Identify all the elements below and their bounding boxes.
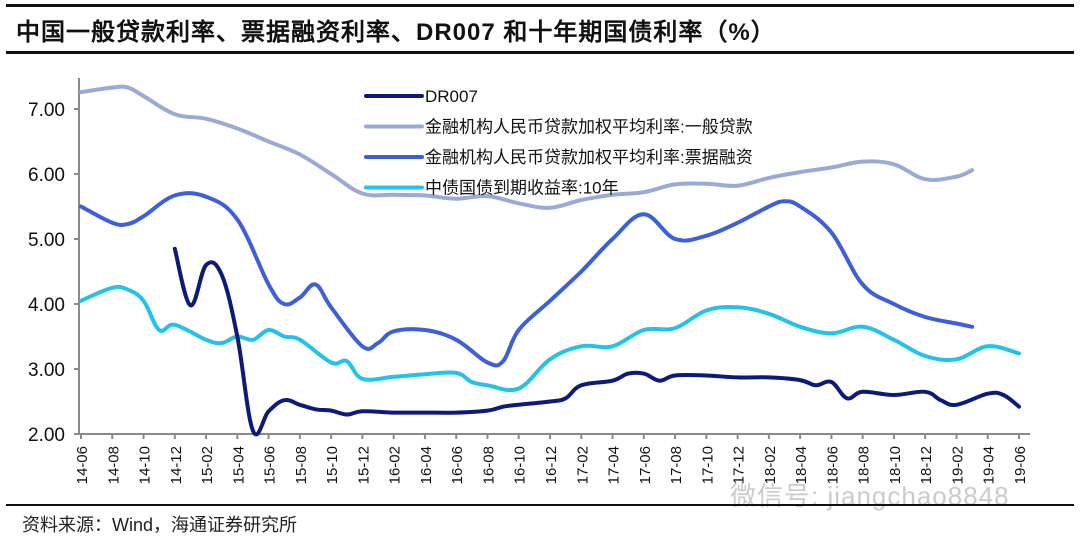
x-tick-label: 17-02 <box>574 446 591 484</box>
x-tick-label: 15-08 <box>293 446 310 484</box>
x-tick-label: 18-08 <box>856 446 873 484</box>
series-layer <box>79 84 1021 437</box>
x-tick-label: 19-02 <box>949 446 966 484</box>
series-line-cgb-10y-yield <box>79 284 1021 393</box>
series-line-general-loan-rate <box>79 84 975 210</box>
x-tick-label: 14-10 <box>137 446 154 484</box>
y-tick-label: 5.00 <box>28 230 65 251</box>
series-line-dr007 <box>172 246 1021 437</box>
x-tick-label: 18-06 <box>824 446 841 484</box>
x-tick-label: 17-06 <box>637 446 654 484</box>
x-axis: 14-06 14-08 14-10 14-12 15-02 15-04 15-06 15-08… <box>74 433 1030 484</box>
title-rule <box>6 51 1074 54</box>
x-tick-label: 17-04 <box>606 446 623 484</box>
x-tick-label: 16-04 <box>418 446 435 484</box>
x-tick-label: 17-10 <box>699 446 716 484</box>
x-tick-label: 14-08 <box>105 446 122 484</box>
legend-label-cgb-10y-yield: 中债国债到期收益率:10年 <box>425 179 619 198</box>
x-tick-label: 18-10 <box>887 446 904 484</box>
y-tick-label: 7.00 <box>28 100 65 121</box>
x-tick-label: 15-04 <box>230 446 247 484</box>
x-tick-label: 14-06 <box>74 446 91 484</box>
chart-title: 中国一般贷款利率、票据融资利率、DR007 和十年期国债利率（%） <box>16 19 776 46</box>
x-tick-label: 16-12 <box>543 446 560 484</box>
legend-label-general-loan-rate: 金融机构人民币贷款加权平均利率:一般贷款 <box>425 118 753 137</box>
y-axis: 2.00 3.00 4.00 5.00 6.00 7.00 <box>28 78 80 446</box>
x-tick-label: 17-12 <box>731 446 748 484</box>
x-tick-label: 17-08 <box>668 446 685 484</box>
x-tick-label: 15-06 <box>262 446 279 484</box>
x-tick-label: 16-02 <box>387 446 404 484</box>
x-tick-label: 14-12 <box>168 446 185 484</box>
y-tick-label: 2.00 <box>28 425 65 446</box>
x-tick-label: 18-12 <box>918 446 935 484</box>
x-tick-label: 15-02 <box>199 446 216 484</box>
x-tick-label: 15-12 <box>355 446 372 484</box>
legend-label-bill-financing-rate: 金融机构人民币贷款加权平均利率:票据融资 <box>425 148 753 167</box>
x-tick-label: 16-06 <box>449 446 466 484</box>
x-tick-label: 15-10 <box>324 446 341 484</box>
y-tick-label: 6.00 <box>28 165 65 186</box>
legend-label-dr007: DR007 <box>425 87 478 106</box>
x-tick-label: 19-06 <box>1012 446 1029 484</box>
x-tick-label: 16-10 <box>512 446 529 484</box>
series-line-bill-financing-rate <box>79 191 975 368</box>
x-tick-label: 19-04 <box>981 446 998 484</box>
watermark: 微信号: jiangchao8848 <box>730 481 1010 511</box>
y-tick-label: 4.00 <box>28 295 65 316</box>
bottom-rule <box>6 504 1074 506</box>
source-note: 资料来源：Wind，海通证券研究所 <box>22 515 298 535</box>
x-tick-label: 18-04 <box>793 446 810 484</box>
x-tick-label: 16-08 <box>480 446 497 484</box>
x-tick-label: 18-02 <box>762 446 779 484</box>
legend: DR007 金融机构人民币贷款加权平均利率:一般贷款金融机构人民币贷款加权平均利率… <box>364 87 753 198</box>
top-rule <box>6 4 1074 7</box>
y-tick-label: 3.00 <box>28 360 65 381</box>
